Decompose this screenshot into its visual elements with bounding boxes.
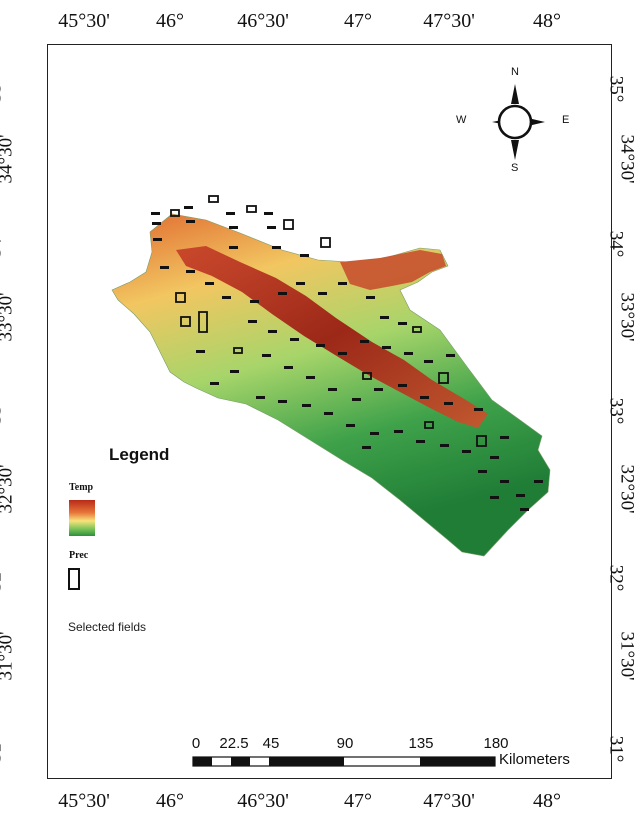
- north-arrow-compass: [492, 84, 545, 160]
- top-tick-label: 47°30': [423, 10, 475, 32]
- legend-prec-label: Prec: [69, 550, 89, 561]
- top-tick-label: 47°: [344, 10, 372, 32]
- scale-label: 90: [336, 735, 354, 752]
- bottom-tick-label: 45°30': [58, 790, 110, 812]
- scale-bar: [192, 756, 496, 767]
- top-tick-label: 46°30': [237, 10, 289, 32]
- compass-south: S: [511, 162, 519, 174]
- compass-west: W: [456, 114, 467, 126]
- mountain-ridge-band: [340, 250, 446, 290]
- bottom-tick-label: 46°30': [237, 790, 289, 812]
- legend-prec-swatch: [68, 568, 80, 590]
- scale-label: 135: [408, 735, 434, 752]
- precipitation-stations: [170, 195, 487, 447]
- scale-label: 22.5: [219, 735, 249, 752]
- bottom-tick-label: 48°: [533, 790, 561, 812]
- scale-label: 0: [191, 735, 201, 752]
- legend-title: Legend: [109, 445, 170, 464]
- compass-rose-icon: [492, 84, 545, 160]
- legend-temp-swatch: [69, 500, 95, 536]
- top-tick-label: 48°: [533, 10, 561, 32]
- scale-label: 45: [262, 735, 280, 752]
- legend-selected-fields: Selected fields: [68, 620, 147, 634]
- top-tick-label: 46°: [156, 10, 184, 32]
- bottom-tick-label: 47°: [344, 790, 372, 812]
- province-polygon: [111, 213, 551, 557]
- mountain-ridge-band: [176, 246, 488, 428]
- bottom-tick-label: 46°: [156, 790, 184, 812]
- scale-label: 180: [483, 735, 509, 752]
- legend-temp-label: Temp: [69, 482, 94, 493]
- compass-east: E: [562, 114, 570, 126]
- scale-unit-label: Kilometers: [499, 751, 570, 768]
- temperature-stations: [151, 206, 543, 511]
- compass-north: N: [511, 66, 519, 78]
- bottom-tick-label: 47°30': [423, 790, 475, 812]
- top-tick-label: 45°30': [58, 10, 110, 32]
